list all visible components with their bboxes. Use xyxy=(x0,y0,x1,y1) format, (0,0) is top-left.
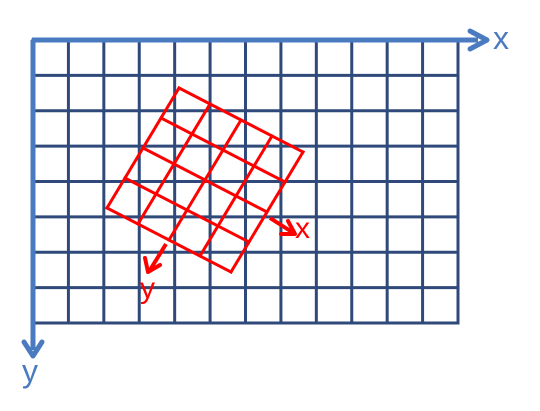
outer-y-axis: y xyxy=(22,40,42,389)
outer-y-axis-label: y xyxy=(22,353,38,389)
rotated-grid-line xyxy=(179,88,303,152)
outer-x-axis-label: x xyxy=(493,20,509,56)
inner-x-axis-label: x xyxy=(295,212,310,245)
inner-y-axis-label: y xyxy=(140,272,155,305)
rotated-grid-line xyxy=(125,178,249,242)
rotated-grid-line xyxy=(161,118,285,182)
